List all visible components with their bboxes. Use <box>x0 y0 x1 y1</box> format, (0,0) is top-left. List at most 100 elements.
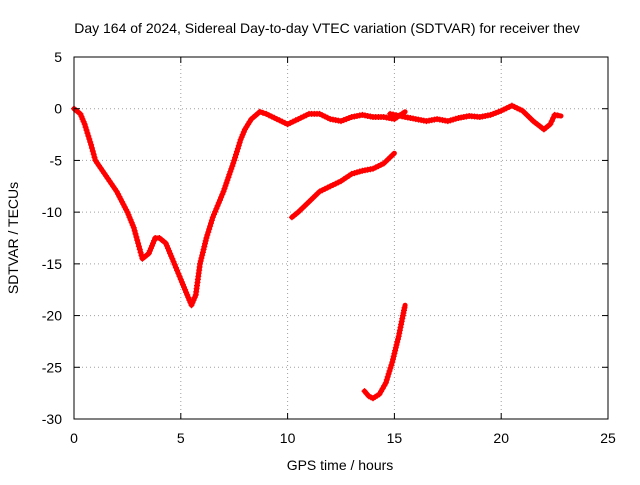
x-tick-label: 5 <box>177 430 185 446</box>
data-point <box>88 141 95 148</box>
data-point <box>487 111 494 118</box>
data-point <box>202 237 209 244</box>
data-point <box>88 145 95 151</box>
data-point <box>131 227 138 234</box>
y-tick-label: -15 <box>42 256 62 272</box>
data-point <box>228 165 235 172</box>
data-point <box>297 114 304 121</box>
axis-ticks: 0 5 10 15 20 25 5 0 -5 -10 -15 -20 -25 -30 <box>42 49 616 446</box>
y-axis-label: SDTVAR / TECUs <box>5 182 21 294</box>
data-point <box>86 136 93 142</box>
data-point <box>222 182 229 189</box>
data-point <box>338 118 344 125</box>
data-point <box>394 339 401 345</box>
data-point <box>289 118 296 125</box>
data-point <box>90 151 97 158</box>
data-point <box>199 249 206 256</box>
data-point <box>214 202 221 209</box>
data-point <box>391 350 398 357</box>
data-point <box>132 230 139 237</box>
data-point <box>324 114 331 121</box>
data-point <box>83 127 90 134</box>
data-point <box>82 124 89 131</box>
data-point <box>395 336 401 343</box>
x-tick-label: 10 <box>280 430 296 446</box>
data-point <box>176 273 183 280</box>
data-point <box>490 110 497 117</box>
data-point <box>235 142 242 149</box>
data-point <box>85 133 92 139</box>
data-point <box>199 252 206 259</box>
data-point <box>223 180 230 186</box>
data-point <box>319 187 326 194</box>
data-point <box>200 246 207 253</box>
data-point <box>348 170 355 177</box>
data-point <box>226 171 233 178</box>
data-point <box>197 258 204 264</box>
data-point <box>203 235 210 241</box>
data-point <box>233 151 239 158</box>
data-point <box>550 115 557 121</box>
data-point <box>202 240 208 247</box>
y-tick-label: 0 <box>54 101 62 117</box>
data-point <box>330 182 336 188</box>
y-tick-label: -25 <box>42 359 62 375</box>
data-point <box>514 105 521 112</box>
series-arc-rising <box>288 150 397 221</box>
y-tick-label: -20 <box>42 308 62 324</box>
y-tick-label: -10 <box>42 204 62 220</box>
data-point <box>354 169 360 176</box>
data-point <box>548 118 555 125</box>
x-tick-label: 20 <box>493 430 509 446</box>
data-point <box>265 112 272 119</box>
data-point <box>218 194 225 201</box>
data-point <box>316 188 323 195</box>
data-point <box>384 373 391 380</box>
data-point <box>220 188 227 195</box>
plot-frame <box>73 56 609 420</box>
data-point <box>224 177 231 184</box>
data-point <box>324 184 331 191</box>
data-point <box>503 105 510 112</box>
data-point <box>212 208 219 215</box>
series-arc-tail <box>387 102 564 133</box>
data-point <box>208 217 215 224</box>
data-point <box>388 362 395 369</box>
data-point <box>281 119 288 126</box>
data-point <box>133 234 140 240</box>
data-point <box>219 191 226 198</box>
data-point <box>197 260 203 267</box>
data-point <box>170 258 177 265</box>
chart-title: Day 164 of 2024, Sidereal Day-to-day VTE… <box>74 20 580 36</box>
data-point <box>300 113 307 120</box>
data-point <box>230 160 237 167</box>
data-point <box>209 214 216 221</box>
data-point <box>217 197 223 204</box>
data-points <box>71 102 564 402</box>
series-line <box>289 150 397 220</box>
data-point <box>387 365 394 371</box>
data-point <box>260 109 266 116</box>
data-point <box>207 223 214 230</box>
data-point <box>175 270 182 277</box>
data-point <box>208 220 214 227</box>
data-point <box>382 379 389 386</box>
data-point <box>506 103 513 110</box>
data-point <box>89 148 96 155</box>
data-point <box>174 267 181 274</box>
data-point <box>172 264 179 271</box>
data-point <box>169 255 176 262</box>
data-point <box>135 243 142 250</box>
y-tick-label: -5 <box>50 152 63 168</box>
data-point <box>273 116 280 123</box>
data-point <box>213 205 220 212</box>
data-point <box>211 211 217 218</box>
data-point <box>401 304 408 311</box>
data-point <box>393 341 400 348</box>
data-point <box>284 121 291 128</box>
data-point <box>452 115 459 122</box>
data-point <box>511 103 518 110</box>
data-point <box>263 110 270 117</box>
data-point <box>206 226 213 233</box>
